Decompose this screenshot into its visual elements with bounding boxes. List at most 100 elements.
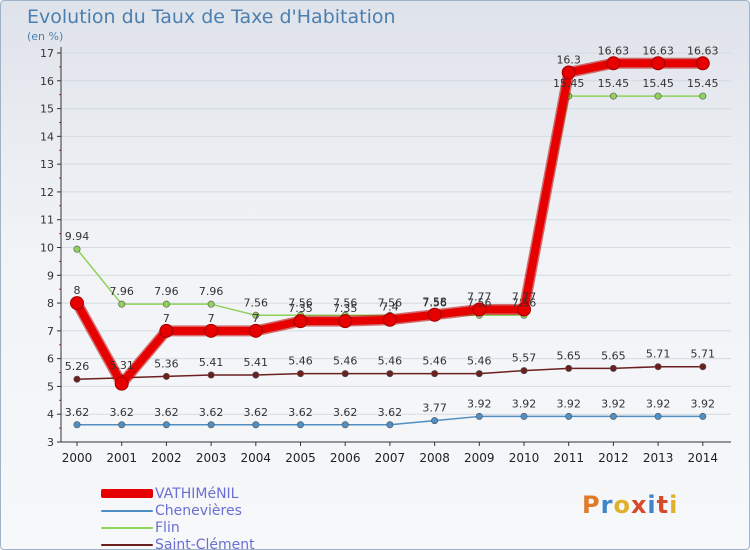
data-point — [699, 412, 707, 420]
data-point — [699, 92, 707, 100]
y-tick-label: 6 — [47, 353, 54, 366]
series-line — [76, 95, 703, 317]
data-label: 3.62 — [244, 406, 269, 419]
data-point — [565, 364, 573, 372]
data-label: 5.65 — [601, 349, 626, 362]
data-point — [162, 421, 170, 429]
data-point — [699, 363, 707, 371]
y-tick-label: 8 — [47, 297, 54, 310]
data-label: 5.57 — [512, 352, 537, 365]
data-point — [162, 372, 170, 380]
y-tick-label: 14 — [40, 130, 54, 143]
data-point — [654, 363, 662, 371]
data-point — [609, 92, 617, 100]
data-label: 3.62 — [109, 406, 134, 419]
data-point — [338, 314, 353, 329]
data-point — [517, 302, 531, 317]
data-point — [296, 370, 304, 378]
logo-letter: P — [582, 491, 601, 519]
y-tick-label: 11 — [40, 214, 54, 227]
legend-swatch — [101, 543, 153, 546]
logo-letter: x — [630, 491, 648, 519]
data-point — [606, 56, 621, 71]
data-label: 7 — [208, 312, 215, 325]
y-tick-label: 16 — [40, 75, 54, 88]
data-point — [204, 323, 219, 338]
data-label: 7.56 — [288, 296, 313, 309]
data-label: 5.46 — [422, 355, 447, 368]
data-label: 16.3 — [556, 53, 581, 66]
x-tick-label: 2000 — [62, 451, 93, 465]
y-tick-label: 15 — [40, 103, 54, 116]
data-point — [207, 300, 215, 308]
data-label: 7.56 — [244, 296, 269, 309]
data-label: 7 — [163, 312, 170, 325]
data-label: 3.92 — [556, 397, 581, 410]
data-label: 5.65 — [556, 349, 581, 362]
data-label: 7.35 — [333, 302, 358, 315]
legend-swatch — [101, 509, 153, 512]
data-label: 8 — [74, 284, 81, 297]
x-tick-label: 2007 — [375, 451, 406, 465]
data-point — [695, 56, 710, 71]
x-tick-label: 2004 — [241, 451, 272, 465]
data-point — [475, 370, 483, 378]
data-point — [159, 323, 174, 338]
data-point — [654, 92, 662, 100]
data-label: 5.46 — [378, 355, 403, 368]
data-label: 16.63 — [598, 44, 630, 57]
x-tick-label: 2006 — [330, 451, 361, 465]
data-point — [565, 412, 573, 420]
data-label: 7 — [252, 312, 259, 325]
x-tick-label: 2014 — [688, 451, 719, 465]
data-point — [609, 412, 617, 420]
data-label: 15.45 — [642, 77, 674, 90]
data-label: 5.36 — [154, 357, 179, 370]
data-point — [118, 300, 126, 308]
data-label: 5.71 — [646, 348, 671, 361]
data-label: 5.46 — [288, 355, 313, 368]
data-label: 7.35 — [288, 302, 313, 315]
data-label: 7.56 — [333, 296, 358, 309]
proxiti-logo: Proxiti — [582, 491, 678, 519]
data-point — [475, 412, 483, 420]
legend-label: VATHIMéNIL — [155, 485, 239, 502]
y-tick-label: 7 — [47, 325, 54, 338]
data-label: 16.63 — [642, 44, 674, 57]
x-tick-label: 2011 — [553, 451, 584, 465]
data-label: 7.4 — [381, 301, 399, 314]
data-point — [520, 367, 528, 375]
unit-label: (en %) — [27, 30, 64, 43]
data-label: 5.26 — [65, 360, 90, 373]
legend-label: Saint-Clément — [155, 536, 255, 550]
data-point — [386, 370, 394, 378]
data-point — [207, 421, 215, 429]
data-label: 7.56 — [512, 296, 537, 309]
data-label: 7.77 — [512, 290, 537, 303]
legend-swatch — [101, 489, 153, 498]
data-point — [472, 302, 487, 317]
logo-letter: i — [669, 491, 679, 519]
data-label: 15.45 — [553, 77, 585, 90]
data-point — [427, 307, 442, 322]
y-tick-label: 5 — [47, 380, 54, 393]
data-point — [431, 370, 439, 378]
y-tick-label: 17 — [40, 47, 54, 60]
data-label: 3.92 — [467, 397, 492, 410]
data-label: 3.92 — [601, 397, 626, 410]
legend-item-vathimenil: VATHIMéNIL — [101, 485, 238, 502]
data-point — [118, 421, 126, 429]
data-point — [386, 421, 394, 429]
data-label: 16.63 — [687, 44, 719, 57]
chart-title: Evolution du Taux de Taxe d'Habitation — [27, 6, 396, 28]
x-tick-label: 2012 — [598, 451, 629, 465]
data-label: 15.45 — [687, 77, 719, 90]
x-tick-label: 2005 — [285, 451, 316, 465]
data-label: 3.77 — [422, 402, 447, 415]
data-label: 5.31 — [109, 359, 134, 372]
y-tick-label: 10 — [40, 242, 54, 255]
logo-letter: i — [647, 491, 657, 519]
data-point — [114, 376, 129, 391]
data-point — [162, 300, 170, 308]
